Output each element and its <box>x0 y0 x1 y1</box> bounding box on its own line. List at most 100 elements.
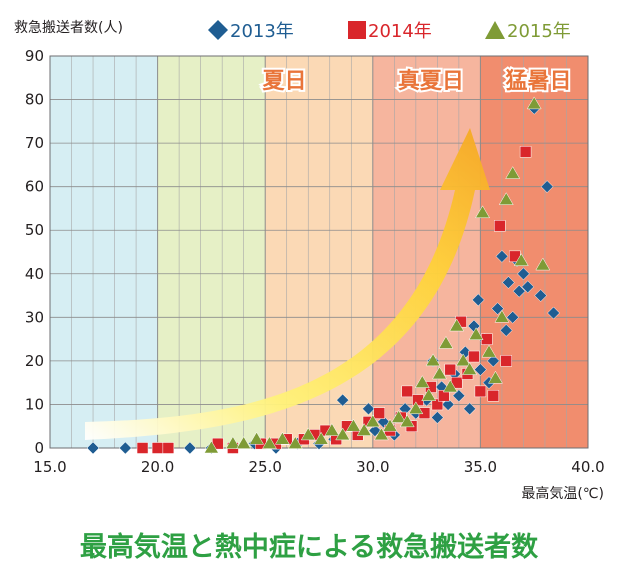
zone-label-natsubi: 夏日 <box>263 69 307 94</box>
y-tick-label: 50 <box>25 221 44 239</box>
data-point-2013 <box>86 441 100 455</box>
y-tick-label: 40 <box>25 265 44 283</box>
data-point-2015 <box>468 327 484 341</box>
data-point-2015 <box>449 318 465 332</box>
data-point-2013 <box>431 411 444 424</box>
y-tick-label: 80 <box>25 91 44 109</box>
data-point-2013 <box>517 267 530 281</box>
data-point-2014 <box>487 389 500 402</box>
data-point-2013 <box>471 293 485 307</box>
y-tick-label: 30 <box>25 308 44 326</box>
y-tick-label: 60 <box>25 178 44 196</box>
data-point-2015 <box>365 414 381 428</box>
legend-label-2015: 2015年 <box>507 21 571 42</box>
data-point-2014 <box>162 442 175 454</box>
data-point-2015 <box>249 431 265 445</box>
data-point-2015 <box>414 375 430 388</box>
data-point-2014 <box>474 385 487 398</box>
data-points <box>86 96 560 455</box>
data-point-2015 <box>335 427 351 441</box>
data-point-2014 <box>373 407 386 419</box>
zone-bg-extreme <box>480 56 588 448</box>
data-point-2013 <box>521 280 535 294</box>
data-point-2013 <box>118 441 132 455</box>
legend: 2013年 2014年 2015年 <box>208 20 571 42</box>
x-tick-label: 30.0 <box>356 458 389 476</box>
data-point-2014 <box>136 442 149 454</box>
zone-bg-mild <box>157 56 266 448</box>
x-tick-label: 15.0 <box>33 458 66 476</box>
data-point-2013 <box>512 284 526 298</box>
data-point-2013 <box>463 402 476 416</box>
data-point-2015 <box>475 205 490 219</box>
data-point-2014 <box>431 398 444 411</box>
data-point-2014 <box>401 385 413 398</box>
data-point-2013 <box>502 276 515 289</box>
data-point-2015 <box>526 96 542 110</box>
data-point-2015 <box>421 388 437 401</box>
data-point-2015 <box>313 431 329 445</box>
data-point-2013 <box>452 389 466 403</box>
data-point-2015 <box>300 427 316 441</box>
x-tick-label: 35.0 <box>464 458 497 476</box>
data-point-2013 <box>491 302 504 315</box>
zone-label-moshobi: 猛暑日 <box>504 68 571 94</box>
legend-marker-2013 <box>208 20 228 40</box>
data-point-2015 <box>399 414 415 428</box>
legend-marker-2014 <box>348 21 366 39</box>
data-point-2015 <box>425 353 441 367</box>
data-point-2015 <box>462 362 478 375</box>
y-axis-label: 救急搬送者数(人) <box>14 20 123 36</box>
data-point-2015 <box>324 423 340 436</box>
data-point-2015 <box>481 344 497 358</box>
data-point-2013 <box>534 289 548 302</box>
data-point-2015 <box>373 427 389 441</box>
data-point-2015 <box>513 253 529 266</box>
data-point-2015 <box>442 379 458 393</box>
x-axis-tick-labels: 15.0 20.0 25.0 30.0 35.0 40.0 <box>33 458 604 476</box>
data-point-2015 <box>345 418 361 432</box>
data-point-2015 <box>391 410 407 423</box>
data-point-2014 <box>438 389 450 402</box>
chart-caption: 最高気温と熱中症による救急搬送者数 <box>80 531 539 563</box>
data-point-2015 <box>356 423 372 436</box>
x-tick-label: 40.0 <box>571 458 604 476</box>
legend-label-2014: 2014年 <box>368 21 432 42</box>
data-point-2013 <box>495 250 509 263</box>
data-point-2015 <box>382 418 398 432</box>
data-point-2014 <box>494 220 506 232</box>
data-point-2015 <box>498 192 514 205</box>
data-point-2013 <box>183 441 197 455</box>
x-axis-label: 最高気温(℃) <box>521 485 604 502</box>
data-point-2013 <box>336 393 350 407</box>
data-point-2015 <box>262 436 277 449</box>
data-point-2015 <box>408 401 424 415</box>
data-point-2013 <box>474 363 487 376</box>
data-point-2015 <box>455 353 471 367</box>
zone-label-manatsubi: 真夏日 <box>398 68 464 94</box>
y-axis-tick-labels: 0 10 20 30 40 50 60 70 80 90 <box>25 47 44 457</box>
zone-bg-cool <box>50 56 158 448</box>
data-point-2014 <box>468 350 480 363</box>
legend-label-2013: 2013年 <box>230 21 294 42</box>
data-point-2015 <box>225 436 241 449</box>
y-tick-label: 70 <box>25 134 44 152</box>
data-point-2013 <box>547 306 560 320</box>
data-point-2014 <box>500 355 512 367</box>
data-point-2013 <box>486 354 500 368</box>
x-tick-label: 20.0 <box>141 458 174 476</box>
data-point-2015 <box>535 257 551 271</box>
data-point-2015 <box>432 366 447 380</box>
data-point-2015 <box>236 436 252 449</box>
y-tick-label: 20 <box>25 352 44 370</box>
data-point-2013 <box>499 324 513 337</box>
data-point-2015 <box>203 440 219 454</box>
data-point-2015 <box>488 370 503 384</box>
data-point-2014 <box>519 146 532 158</box>
data-point-2015 <box>438 335 454 349</box>
data-point-2013 <box>362 402 375 416</box>
data-point-2015 <box>505 166 521 179</box>
data-point-2015 <box>287 436 303 449</box>
y-tick-label: 10 <box>25 395 44 413</box>
